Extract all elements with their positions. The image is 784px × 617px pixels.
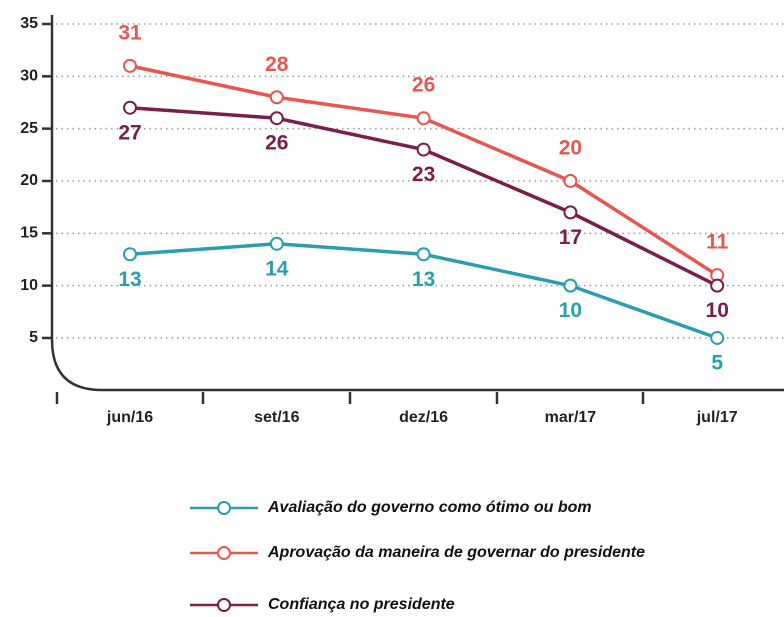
point: [416, 111, 431, 126]
value-label: 10: [559, 299, 582, 322]
point: [123, 100, 137, 115]
value-label: 10: [706, 299, 729, 322]
point: [269, 111, 284, 126]
value-label: 13: [118, 268, 141, 291]
y-tick-label: 25: [20, 120, 38, 137]
point: [416, 247, 431, 262]
y-tick-label: 20: [20, 172, 38, 189]
value-label: 17: [559, 226, 582, 249]
point: [710, 278, 725, 293]
y-tick-label: 30: [20, 68, 38, 85]
value-label: 28: [265, 53, 289, 76]
point: [123, 58, 137, 73]
point: [710, 330, 725, 345]
value-label: 26: [412, 74, 435, 97]
x-tick-label: jul/17: [696, 409, 738, 426]
value-label: 13: [412, 268, 435, 291]
legend-label: Confiança no presidente: [268, 596, 455, 613]
point: [563, 205, 578, 220]
point: [416, 142, 431, 157]
y-tick-label: 10: [20, 277, 38, 294]
x-tick-label: jun/16: [106, 409, 153, 426]
axis: [50, 15, 784, 392]
point: [563, 278, 578, 293]
legend-label: Aprovação da maneira de governar do pres…: [267, 544, 645, 561]
point: [123, 247, 137, 262]
y-tick-label: 35: [20, 15, 38, 32]
legend-marker: [217, 546, 231, 560]
point: [269, 236, 284, 251]
x-tick-label: set/16: [254, 409, 299, 426]
value-label: 23: [412, 163, 435, 186]
legend-label: Avaliação do governo como ótimo ou bom: [267, 499, 592, 516]
value-label: 26: [265, 132, 288, 155]
legend-marker: [217, 501, 231, 515]
value-label: 20: [559, 137, 582, 160]
y-tick-label: 5: [29, 329, 38, 346]
value-label: 14: [265, 257, 289, 280]
value-label: 31: [118, 21, 142, 44]
x-axis-ticks: [55, 392, 645, 404]
value-label: 27: [118, 121, 141, 144]
x-tick-label: mar/17: [545, 409, 597, 426]
legend-marker: [217, 598, 231, 612]
value-label: 5: [711, 352, 723, 375]
y-tick-label: 15: [20, 225, 38, 242]
point: [563, 173, 578, 188]
point: [269, 90, 284, 105]
value-label: 11: [706, 231, 729, 254]
x-tick-label: dez/16: [399, 409, 448, 426]
